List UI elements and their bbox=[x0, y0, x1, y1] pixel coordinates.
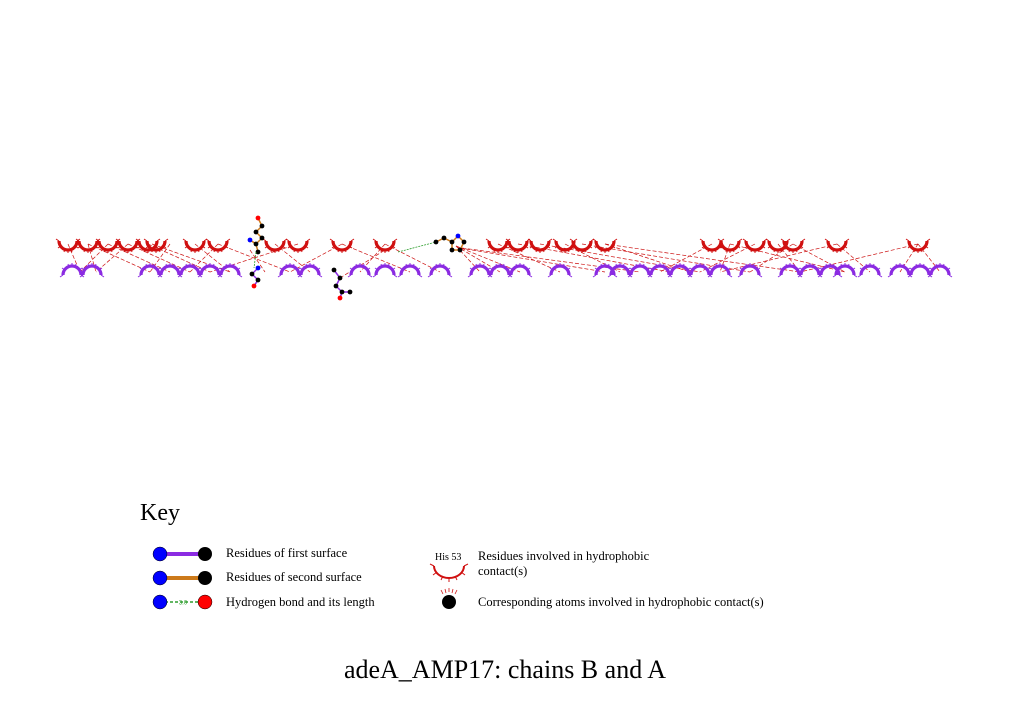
interacting-residue-upper-middle bbox=[397, 233, 467, 253]
hydrogen-bond-label: Hydrogen bond and its length bbox=[226, 595, 375, 609]
interacting-residue-lower-left bbox=[249, 251, 261, 289]
key-legend-icons: 3.0 bbox=[152, 546, 469, 610]
chain-b-hydrophobic-residues bbox=[54, 237, 932, 255]
hydrophobic-atom-icon bbox=[440, 588, 458, 609]
hydrophobic-atoms-label: Corresponding atoms involved in hydropho… bbox=[478, 595, 764, 609]
interacting-residue-lower-middle bbox=[331, 267, 353, 301]
hbond-length-label: 3.0 bbox=[179, 601, 188, 607]
hydrophobic-residues-label: Residues involved in hydrophobic contact… bbox=[478, 549, 650, 578]
chain-a-hydrophobic-residues bbox=[58, 261, 954, 279]
second-surface-bond-icon bbox=[152, 570, 212, 586]
hydrophobic-residue-icon bbox=[429, 563, 469, 582]
hydrogen-bond-icon: 3.0 bbox=[152, 594, 213, 610]
example-residue-label: His 53 bbox=[435, 552, 462, 563]
figure-title: adeA_AMP17: chains B and A bbox=[343, 655, 667, 684]
interacting-residue-upper-left bbox=[247, 215, 265, 255]
first-surface-bond-icon bbox=[152, 546, 212, 562]
key-title: Key bbox=[140, 500, 180, 526]
first-surface-label: Residues of first surface bbox=[226, 546, 348, 560]
second-surface-label: Residues of second surface bbox=[226, 570, 362, 584]
